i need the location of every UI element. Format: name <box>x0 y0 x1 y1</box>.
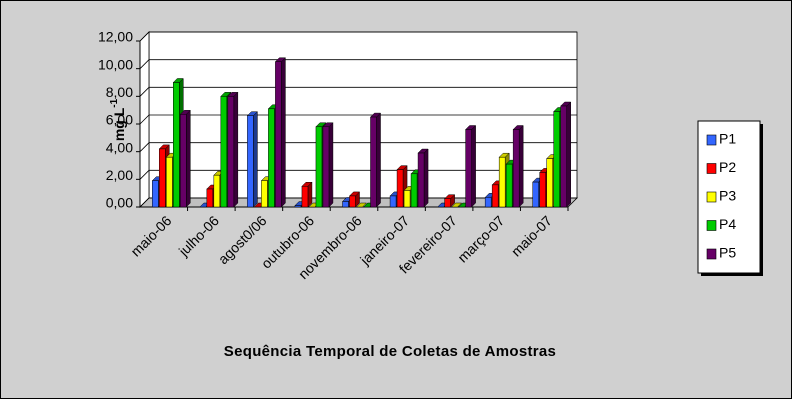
grid-line <box>139 197 577 208</box>
bar-front <box>322 126 330 208</box>
bar <box>301 181 313 208</box>
bar-front <box>349 195 356 208</box>
bar-front <box>166 156 173 208</box>
bar <box>369 112 382 208</box>
bar-front <box>152 180 159 208</box>
bar-side <box>281 57 286 208</box>
bar-side <box>253 111 258 208</box>
y-axis-title-text: mg L <box>111 107 127 141</box>
bar-front <box>444 198 451 208</box>
bar-front <box>403 190 411 208</box>
bar-side <box>566 101 571 208</box>
bar-front <box>539 172 546 208</box>
legend-swatch <box>706 191 717 203</box>
y-tick-label: 12,00 <box>98 29 133 45</box>
bar <box>451 202 463 208</box>
bar-top <box>355 202 368 208</box>
legend-swatch <box>706 248 717 260</box>
legend-swatch <box>706 220 717 231</box>
bar <box>227 91 239 208</box>
bar-front <box>342 201 349 208</box>
bar-side <box>518 124 524 208</box>
bar-front <box>410 173 418 208</box>
bar <box>560 101 572 208</box>
bar-side <box>233 91 239 208</box>
legend-label: P2 <box>719 159 736 175</box>
bar <box>348 191 361 208</box>
y-tick-label: 8,00 <box>106 84 133 100</box>
bar-front <box>315 126 323 208</box>
y-axis-title: mg L-1 <box>109 98 127 141</box>
bar-side <box>186 109 191 208</box>
grid-line <box>139 169 577 180</box>
bar-front <box>227 96 235 208</box>
bar-front <box>546 158 553 208</box>
bar-front <box>294 205 302 208</box>
bar-front <box>417 152 425 208</box>
bar-side <box>471 124 476 208</box>
legend-label: P1 <box>719 131 736 147</box>
y-tick-label: 0,00 <box>106 195 133 211</box>
bar <box>179 109 191 208</box>
y-tick-label: 4,00 <box>106 139 133 155</box>
legend-label: P3 <box>719 188 736 204</box>
grid-line <box>139 114 577 125</box>
bar-front <box>491 184 499 208</box>
y-axis-title-sup: -1 <box>109 98 120 107</box>
bar-front <box>247 115 254 208</box>
bar <box>274 57 286 208</box>
bar-front <box>396 169 404 208</box>
bar <box>512 124 524 208</box>
grid-line <box>139 142 577 152</box>
bar-front <box>261 180 268 208</box>
bar-front <box>560 105 567 208</box>
bar-front <box>498 156 506 208</box>
bar-front <box>268 108 275 208</box>
bar-side <box>328 122 334 208</box>
bar-front <box>213 174 221 208</box>
bar-front <box>465 129 472 208</box>
x-axis-title: Sequência Temporal de Coletas de Amostra… <box>223 343 557 360</box>
grid-line <box>139 59 577 69</box>
legend-label: P4 <box>719 216 736 232</box>
bar-front <box>553 111 560 208</box>
grid-line <box>139 31 577 42</box>
bar-front <box>220 96 228 208</box>
bar-front <box>512 129 520 208</box>
grid-line <box>139 86 577 97</box>
bar-front <box>180 114 187 208</box>
bar-front <box>389 195 397 208</box>
legend-swatch <box>706 134 717 146</box>
y-tick-label: 6,00 <box>106 112 133 128</box>
y-tick-label: 2,00 <box>106 167 133 183</box>
y-tick-label: 10,00 <box>98 56 133 72</box>
bar-front <box>301 186 309 208</box>
bar-front <box>505 163 513 208</box>
legend-label: P5 <box>719 245 736 261</box>
bar <box>246 111 258 208</box>
bar-front <box>532 181 539 208</box>
bar <box>444 194 456 208</box>
bar-front <box>159 148 166 208</box>
bar-front <box>275 61 282 208</box>
bar <box>322 122 334 208</box>
legend-swatch <box>706 163 717 174</box>
bar <box>465 124 477 208</box>
bar-side <box>376 112 381 208</box>
bar-front <box>370 116 377 208</box>
bar <box>417 148 429 208</box>
bar-top <box>451 202 463 208</box>
bar-front <box>484 197 492 208</box>
bar-front <box>206 188 214 208</box>
bar <box>355 202 368 208</box>
bar-front <box>173 82 180 208</box>
bar-side <box>423 148 429 208</box>
